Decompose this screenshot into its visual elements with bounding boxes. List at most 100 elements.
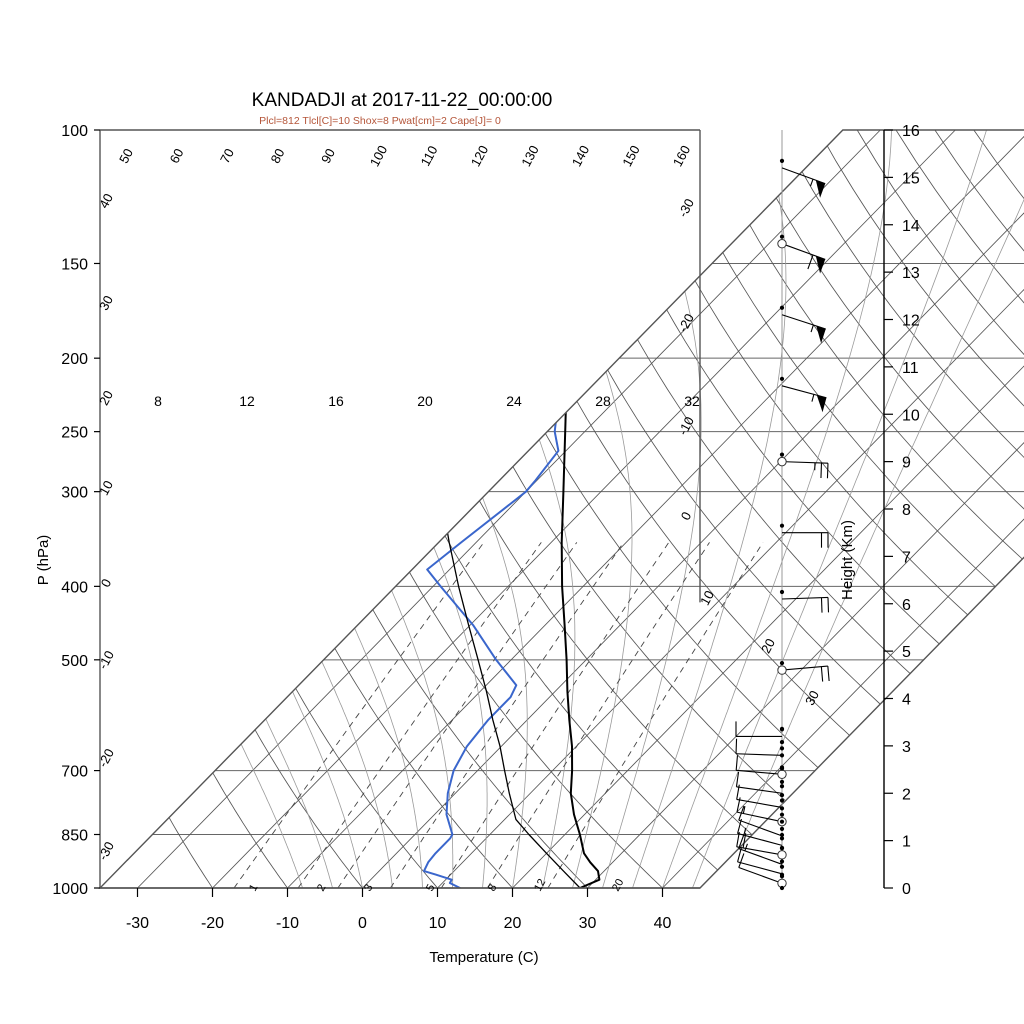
barb-level-dot bbox=[779, 726, 785, 731]
dry-adiabat-label: 60 bbox=[167, 146, 187, 166]
barb-level-dot bbox=[779, 305, 785, 310]
height-tick-label: 2 bbox=[902, 786, 911, 803]
moist-adiabat-label: 8 bbox=[154, 393, 162, 409]
temperature-tick-label: 40 bbox=[654, 915, 672, 932]
height-tick-label: 5 bbox=[902, 644, 911, 661]
height-tick-label: 11 bbox=[902, 360, 919, 377]
mixing-ratio-label: 1 bbox=[247, 882, 260, 893]
mixing-ratio-label: 5 bbox=[424, 882, 437, 893]
mixing-ratio-label: 8 bbox=[486, 882, 499, 893]
subtitle-stats: Plcl=812 Tlcl[C]=10 Shox=8 Pwat[cm]=2 Ca… bbox=[259, 115, 501, 127]
pressure-tick-label: 850 bbox=[61, 827, 88, 844]
moist-adiabat-label: 28 bbox=[595, 393, 611, 409]
barb-level-dot bbox=[779, 806, 785, 811]
pressure-tick-label: 300 bbox=[61, 485, 88, 502]
height-tick-label: 16 bbox=[902, 123, 920, 140]
height-tick-label: 13 bbox=[902, 265, 920, 282]
isotherm-label-outer: 30 bbox=[802, 688, 822, 708]
pressure-tick-label: 150 bbox=[61, 256, 88, 273]
wind-barb bbox=[781, 596, 830, 613]
pressure-tick-label: 400 bbox=[61, 579, 88, 596]
wind-barb bbox=[781, 243, 826, 274]
wind-barb bbox=[781, 314, 826, 344]
isotherm-label-left: 30 bbox=[96, 293, 116, 313]
wind-barb bbox=[735, 771, 783, 794]
moist-adiabat-label: 20 bbox=[417, 393, 433, 409]
temperature-tick-label: 10 bbox=[429, 915, 447, 932]
temperature-tick-label: 0 bbox=[358, 915, 367, 932]
moist-adiabat-label: 32 bbox=[684, 393, 700, 409]
barb-level-dot bbox=[779, 846, 785, 851]
barb-level-dot bbox=[779, 832, 785, 838]
moist-adiabat-label: 16 bbox=[328, 393, 344, 409]
wind-barb bbox=[738, 853, 783, 884]
dry-adiabat-label: 70 bbox=[217, 146, 237, 166]
plot-frame bbox=[98, 129, 1024, 889]
isotherm-label-outer: 10 bbox=[697, 588, 717, 608]
barb-level-dot bbox=[779, 739, 785, 745]
barb-level-dot bbox=[779, 885, 785, 891]
barb-level-dot bbox=[779, 779, 785, 784]
height-tick-label: 3 bbox=[902, 739, 911, 756]
temperature-tick-label: 20 bbox=[504, 915, 522, 932]
barb-level-marker bbox=[777, 239, 787, 249]
barb-level-dot bbox=[779, 836, 785, 841]
pressure-tick-label: 700 bbox=[61, 764, 88, 781]
barb-level-dot bbox=[779, 753, 785, 758]
wind-barb bbox=[781, 167, 826, 198]
height-tick-label: 12 bbox=[902, 313, 920, 330]
barb-level-dot bbox=[779, 660, 785, 666]
isotherm-label-outer: 20 bbox=[758, 636, 778, 656]
pressure-axis: 100 150 200 250 300 400 500 700 850 1000 bbox=[52, 123, 100, 898]
wind-barb bbox=[782, 532, 829, 548]
height-axis-label: Height (Km) bbox=[839, 520, 856, 600]
temperature-axis-label: Temperature (C) bbox=[429, 949, 538, 966]
barb-level-dot bbox=[779, 812, 785, 817]
barb-level-dot bbox=[779, 376, 785, 381]
barb-level-dot bbox=[779, 158, 785, 163]
height-tick-label: 10 bbox=[902, 407, 920, 424]
pressure-tick-label: 500 bbox=[61, 653, 88, 670]
height-tick-label: 8 bbox=[902, 502, 911, 519]
wind-barb bbox=[735, 721, 782, 737]
dry-adiabat-label: 80 bbox=[268, 146, 288, 166]
height-tick-label: 0 bbox=[902, 881, 911, 898]
pressure-axis-label: P (hPa) bbox=[35, 535, 52, 586]
barb-level-dot bbox=[779, 872, 785, 877]
barb-level-marker bbox=[777, 456, 787, 467]
barb-level-dot bbox=[779, 746, 785, 751]
barb-level-marker bbox=[777, 850, 787, 860]
barb-level-dot bbox=[779, 766, 785, 771]
height-tick-label: 1 bbox=[902, 834, 911, 851]
isotherm-label-left: 10 bbox=[96, 478, 116, 498]
temperature-tick-label: 30 bbox=[579, 915, 597, 932]
mixing-ratio-label: 3 bbox=[362, 882, 375, 893]
barb-level-dot bbox=[779, 523, 785, 528]
mixing-ratio-label: 12 bbox=[532, 877, 548, 893]
height-tick-label: 7 bbox=[902, 549, 911, 566]
barb-level-dot bbox=[779, 859, 785, 864]
temperature-axis: -30 -20 -10 0 10 20 30 40 bbox=[126, 888, 672, 932]
mixing-ratio-label: 2 bbox=[315, 882, 328, 893]
temperature-tick-label: -20 bbox=[201, 915, 224, 932]
pressure-tick-label: 250 bbox=[61, 425, 88, 442]
wind-barb bbox=[781, 665, 830, 682]
wind-barb bbox=[735, 755, 783, 775]
moist-adiabat-label: 12 bbox=[239, 393, 255, 409]
pressure-tick-label: 1000 bbox=[52, 881, 88, 898]
wind-barb-column bbox=[735, 130, 830, 891]
barb-level-dot bbox=[779, 234, 785, 239]
mixing-ratio-label: 20 bbox=[610, 877, 626, 893]
pressure-tick-label: 100 bbox=[61, 123, 88, 140]
barb-level-dot bbox=[779, 793, 785, 798]
height-tick-label: 6 bbox=[902, 597, 911, 614]
barb-level-dot bbox=[779, 452, 785, 457]
height-tick-label: 4 bbox=[902, 692, 911, 709]
page-title: KANDADJI at 2017-11-22_00:00:00 bbox=[252, 90, 553, 111]
height-tick-label: 9 bbox=[902, 455, 911, 472]
barb-level-dot bbox=[779, 826, 785, 831]
barb-level-dot bbox=[779, 798, 785, 803]
